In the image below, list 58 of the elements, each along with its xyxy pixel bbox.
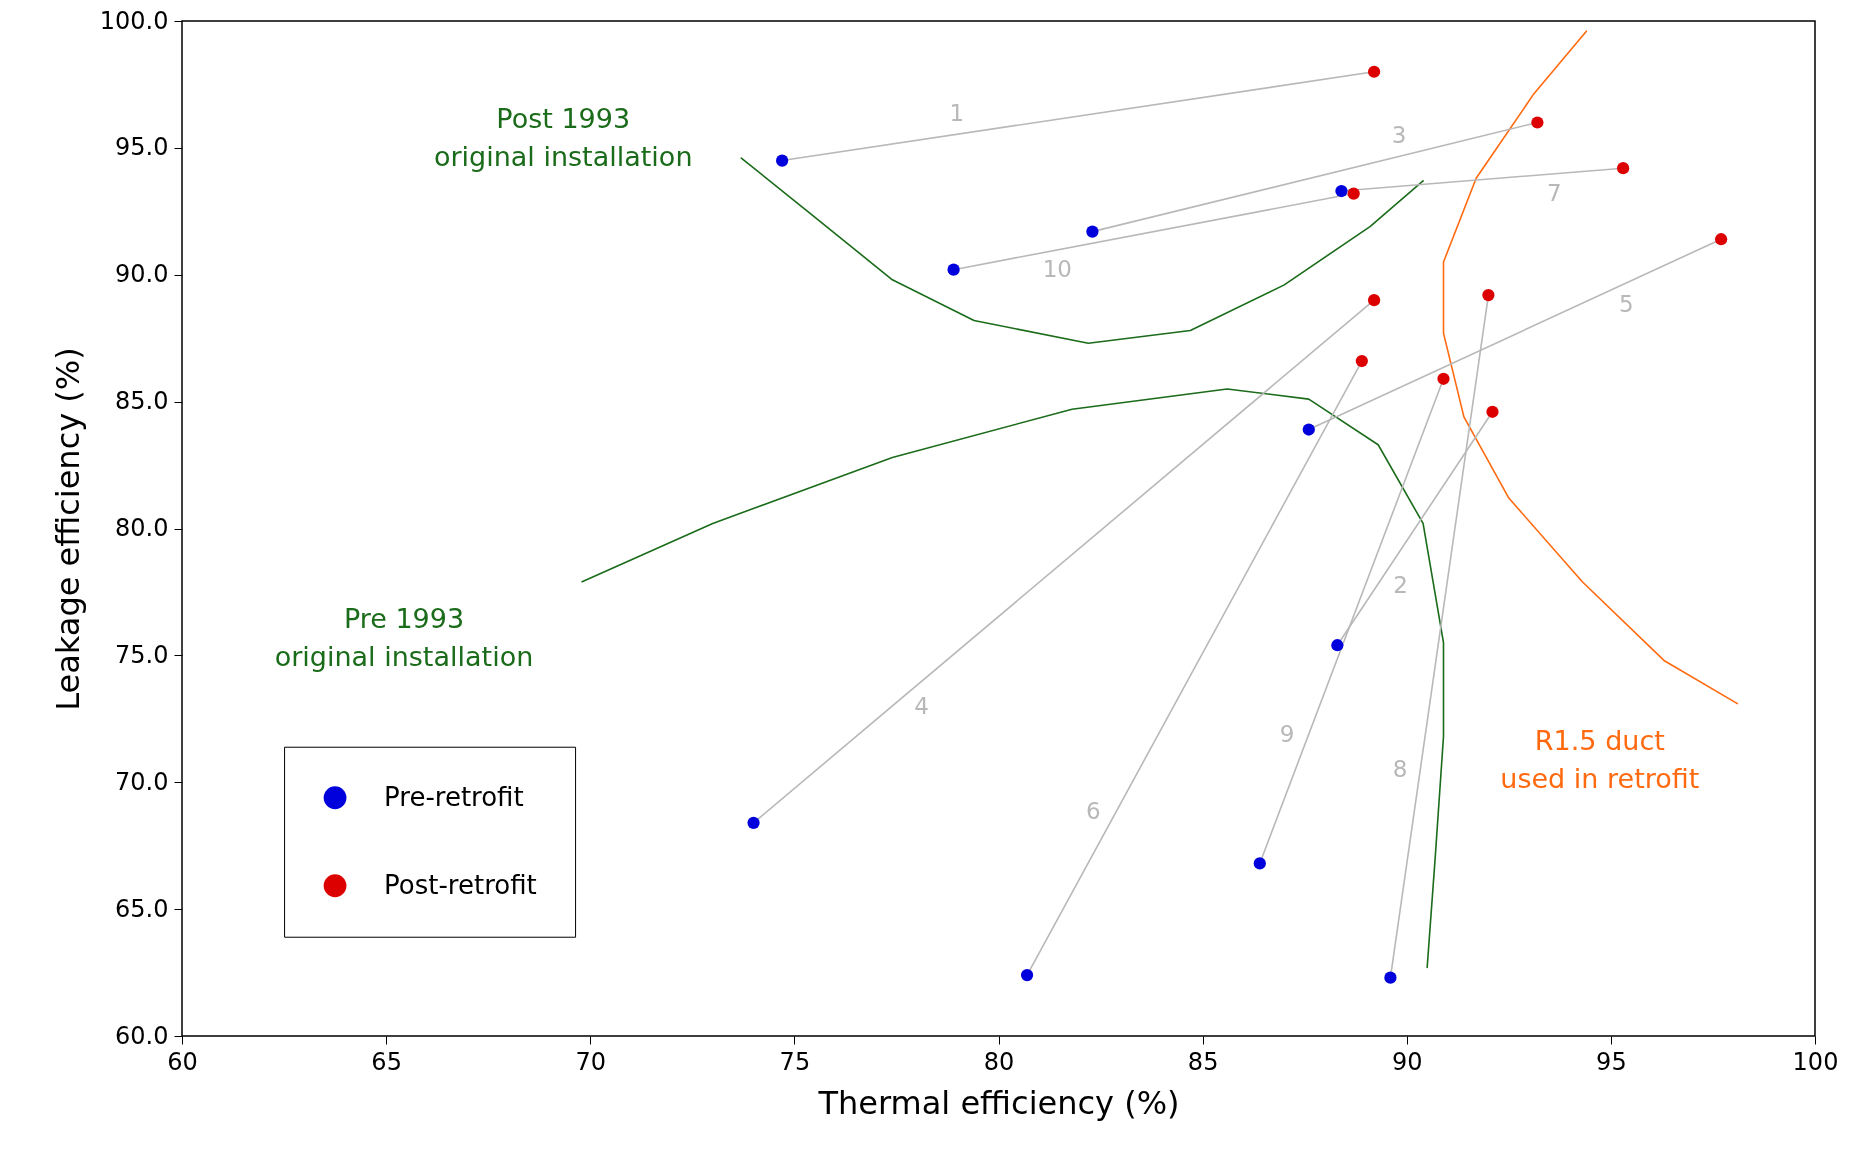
series-label: 4	[914, 693, 929, 720]
x-tick-label: 85	[1187, 1047, 1219, 1076]
series-label: 2	[1393, 572, 1408, 599]
y-tick-label: 80.0	[115, 514, 169, 542]
series-label: 3	[1391, 121, 1407, 148]
point	[1253, 857, 1266, 870]
series-label: 5	[1619, 290, 1634, 317]
series-label: Post 1993 original installation	[433, 103, 693, 173]
series-label: Pre 1993 original installation	[274, 602, 534, 672]
x-axis-title: Thermal efficiency (%)	[817, 1083, 1180, 1122]
series-label: R1.5 duct used in retrofit	[1500, 724, 1700, 794]
x-tick-label: 60	[167, 1047, 198, 1076]
y-tick-label: 100.0	[99, 6, 169, 35]
y-tick-label: 95.0	[115, 133, 169, 162]
point	[776, 154, 789, 167]
point	[1331, 639, 1344, 652]
series-label: 7	[1547, 179, 1562, 206]
x-tick-label: 65	[371, 1047, 402, 1076]
point	[1531, 116, 1544, 129]
y-tick-label: 70.0	[115, 767, 169, 796]
y-tick-label: 85.0	[115, 387, 169, 416]
line-series	[581, 388, 1445, 969]
point	[1714, 233, 1728, 246]
series-label: 8	[1392, 756, 1408, 783]
x-tick-label: 70	[575, 1047, 607, 1076]
y-tick-label: 90.0	[115, 260, 169, 289]
point	[1355, 354, 1368, 368]
point	[1086, 225, 1099, 238]
series-label: 1	[949, 100, 965, 127]
point	[1482, 288, 1495, 302]
point	[947, 263, 960, 276]
point	[1367, 294, 1381, 307]
point	[1486, 405, 1499, 418]
point	[1384, 971, 1397, 984]
series-label: 9	[1279, 721, 1295, 748]
x-tick-label: 95	[1596, 1047, 1627, 1076]
point	[747, 816, 760, 829]
y-tick-label: 60.0	[115, 1021, 169, 1050]
legend-label: Pre-retrofit	[384, 781, 524, 812]
line-series	[1442, 30, 1739, 705]
x-tick-label: 80	[983, 1047, 1015, 1076]
point	[1335, 184, 1348, 198]
x-tick-label: 100	[1792, 1047, 1839, 1076]
y-tick-label: 75.0	[115, 640, 169, 669]
y-axis-title: Leakage efficiency (%)	[48, 347, 87, 711]
series-label: 6	[1085, 798, 1101, 825]
x-tick-label: 90	[1391, 1047, 1423, 1076]
point	[1617, 162, 1630, 175]
line-series	[740, 157, 1424, 345]
y-tick-label: 65.0	[115, 894, 169, 923]
x-tick-label: 75	[779, 1047, 811, 1076]
legend-label: Post-retrofit	[384, 869, 537, 900]
point	[1437, 372, 1450, 385]
point	[1347, 187, 1360, 200]
point	[1302, 423, 1315, 436]
point	[1367, 65, 1381, 78]
series-label: 10	[1042, 256, 1072, 283]
point	[1020, 968, 1034, 982]
